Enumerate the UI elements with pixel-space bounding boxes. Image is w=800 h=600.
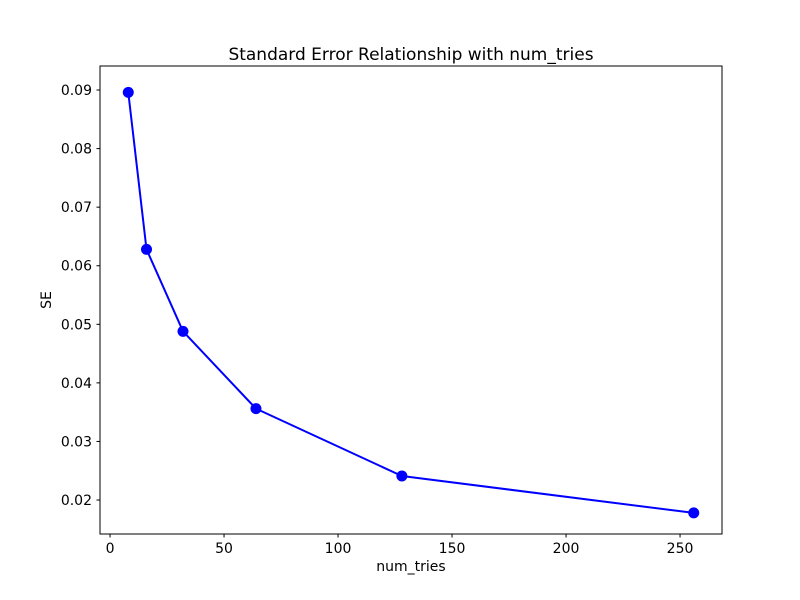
y-tick-label: 0.09: [61, 83, 92, 99]
x-tick-label: 250: [667, 541, 694, 557]
data-point: [122, 86, 134, 98]
y-tick-label: 0.06: [61, 259, 92, 275]
y-tick-label: 0.07: [61, 200, 92, 216]
x-tick-label: 200: [553, 541, 580, 557]
data-point: [688, 507, 700, 519]
y-tick-label: 0.02: [61, 493, 92, 509]
x-tick-label: 150: [439, 541, 466, 557]
x-tick-label: 100: [325, 541, 352, 557]
x-tick-label: 50: [215, 541, 233, 557]
data-point: [250, 403, 262, 415]
y-axis-label: SE: [39, 291, 55, 309]
y-tick-label: 0.05: [61, 317, 92, 333]
y-tick-label: 0.03: [61, 434, 92, 450]
x-axis-label: num_tries: [376, 559, 446, 575]
data-point: [396, 470, 408, 482]
y-tick-label: 0.08: [61, 142, 92, 158]
plot-border: [99, 65, 723, 535]
data-line: [127, 92, 694, 514]
data-point: [141, 243, 153, 255]
chart-title: Standard Error Relationship with num_tri…: [228, 45, 594, 65]
y-tick-label: 0.04: [61, 376, 92, 392]
x-tick-label: 0: [106, 541, 115, 557]
data-point: [177, 325, 189, 337]
